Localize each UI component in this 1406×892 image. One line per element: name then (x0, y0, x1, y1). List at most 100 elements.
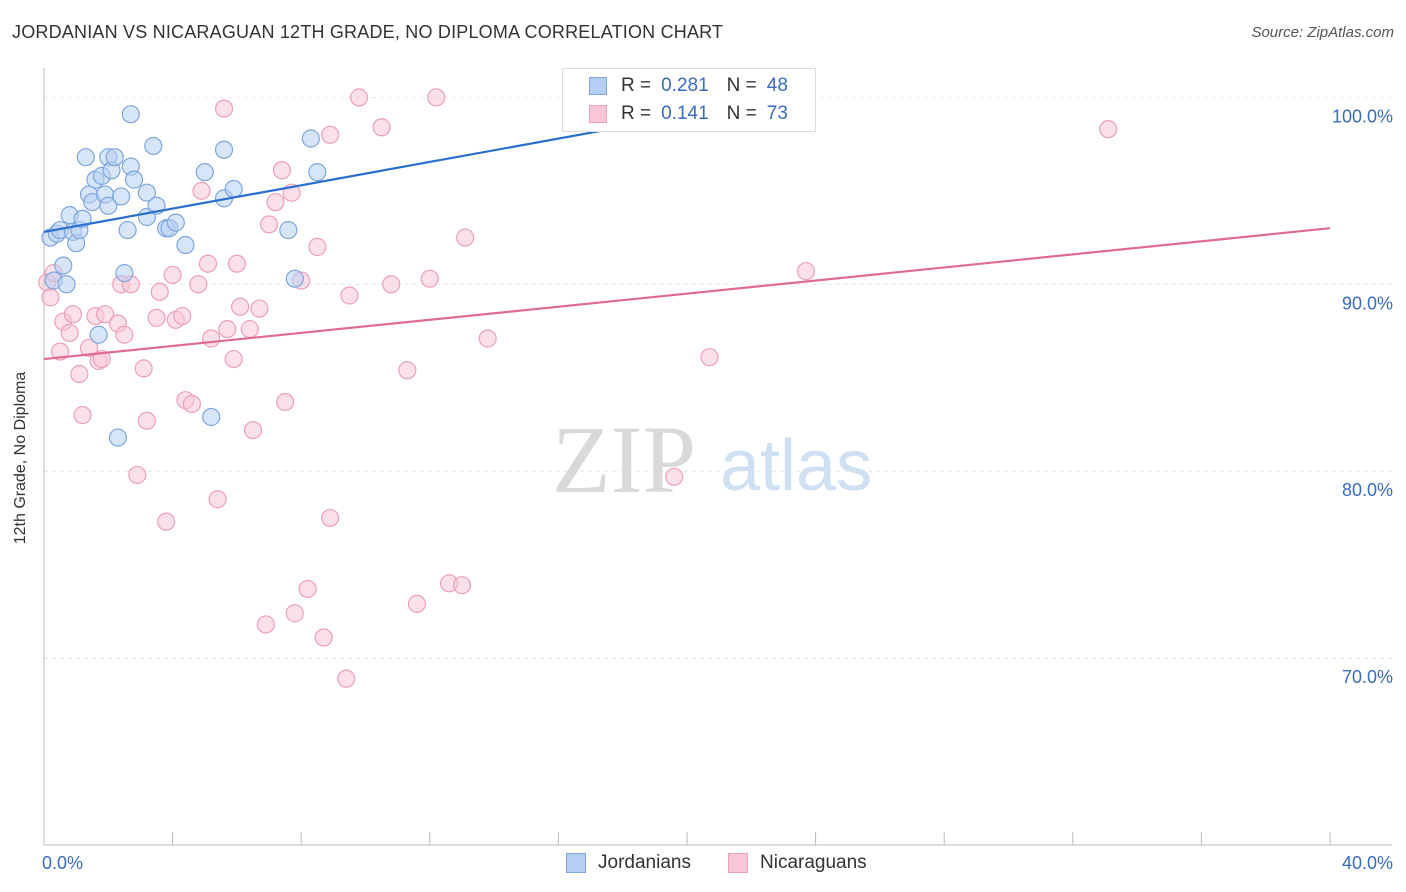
nicaraguan-point (50, 342, 70, 361)
chart-title: JORDANIAN VS NICARAGUAN 12TH GRADE, NO D… (12, 22, 724, 42)
nicaraguan-point (272, 161, 292, 180)
n-value: 48 (766, 75, 788, 96)
y-tick-label: 90.0% (1342, 293, 1393, 313)
nicaraguan-point (202, 329, 221, 348)
nicaraguan-point (1099, 120, 1118, 139)
jordanian-point (166, 213, 185, 232)
tick-labels: 70.0% 80.0% 90.0% 100.0% 0.0% 40.0% (42, 106, 1393, 873)
nicaraguan-point (256, 615, 275, 634)
nicaraguan-point (700, 348, 719, 367)
nicaraguan-point (134, 359, 153, 378)
watermark: ZIP atlas (552, 406, 872, 513)
jordanian-point (105, 148, 124, 167)
jordanian-point (54, 256, 73, 275)
n-label: N = (726, 103, 757, 124)
jordanian-point (202, 407, 221, 427)
nicaraguans-trend-line (43, 227, 1331, 361)
jordanian-point (57, 275, 76, 294)
jordanians-trend-line (43, 111, 704, 234)
jordanians-legend-swatch (566, 853, 586, 873)
nicaraguan-point (259, 215, 279, 234)
nicaraguan-point (208, 490, 227, 509)
nicaraguan-point (796, 262, 816, 281)
y-tick-label: 100.0% (1332, 106, 1393, 126)
nicaraguan-point (321, 125, 340, 144)
n-value: 73 (766, 103, 788, 124)
r-value: 0.281 (661, 75, 709, 96)
nicaraguan-point (163, 265, 182, 285)
nicaraguan-point (41, 288, 60, 307)
nicaraguans-swatch (589, 105, 607, 123)
nicaraguan-point (79, 338, 99, 357)
correlation-legend: R = 0.281 N = 48 R = 0.141 N = 73 (562, 68, 816, 132)
nicaraguan-point (240, 320, 259, 339)
jordanian-point (89, 325, 108, 344)
jordanians-legend-label: Jordanians (598, 852, 691, 873)
jordanians-points (41, 88, 677, 447)
jordanian-point (115, 263, 134, 283)
nicaraguan-point (407, 594, 427, 613)
nicaraguan-point (243, 420, 263, 440)
nicaraguan-point (420, 269, 439, 288)
jordanian-point (279, 220, 298, 240)
y-tick-label: 80.0% (1342, 480, 1393, 500)
nicaraguan-point (218, 320, 237, 339)
jordanian-point (224, 179, 243, 199)
x-tick-label: 0.0% (42, 853, 83, 873)
nicaraguan-point (115, 325, 134, 344)
watermark-zip: ZIP (552, 406, 696, 513)
nicaraguan-point (63, 305, 83, 324)
jordanian-point (121, 105, 140, 124)
x-tick-label: 40.0% (1342, 853, 1393, 873)
nicaraguan-point (147, 308, 166, 328)
nicaraguan-point (128, 465, 147, 485)
nicaraguan-point (321, 508, 340, 528)
watermark-atlas: atlas (720, 426, 872, 506)
nicaraguan-point (314, 628, 333, 647)
legend-row-jordanians: R = 0.281 N = 48 (589, 74, 788, 98)
jordanian-point (176, 235, 195, 255)
nicaraguan-point (456, 228, 475, 247)
gridlines (44, 96, 1392, 659)
legend-row-nicaraguans: R = 0.141 N = 73 (589, 102, 788, 126)
nicaraguan-point (150, 282, 169, 301)
nicaraguans-legend-label: Nicaraguans (760, 852, 867, 873)
nicaraguan-point (665, 467, 684, 486)
nicaraguan-point (189, 275, 208, 294)
nicaraguans-legend-swatch (728, 853, 748, 873)
nicaraguan-point (137, 411, 156, 430)
nicaraguan-point (231, 297, 250, 316)
nicaraguan-point (60, 323, 79, 342)
nicaraguan-point (95, 305, 115, 324)
legend-item-jordanians[interactable]: Jordanians (566, 852, 691, 874)
legend-item-nicaraguans[interactable]: Nicaraguans (728, 852, 867, 874)
jordanian-point (144, 136, 163, 156)
jordanian-point (214, 140, 234, 159)
nicaraguan-point (398, 361, 417, 380)
jordanian-point (308, 163, 327, 182)
nicaraguan-point (182, 394, 201, 414)
jordanian-point (112, 187, 131, 206)
source-label: Source: ZipAtlas.com (1251, 24, 1394, 41)
nicaraguan-point (337, 669, 356, 688)
jordanian-point (285, 269, 304, 288)
nicaraguan-point (227, 254, 246, 273)
trend-lines (43, 111, 1331, 361)
nicaraguan-point (452, 576, 472, 595)
jordanian-point (195, 163, 214, 182)
nicaraguan-point (70, 364, 89, 384)
y-tick-label: 70.0% (1342, 667, 1393, 687)
nicaraguan-point (198, 254, 218, 273)
jordanian-point (118, 220, 137, 240)
nicaraguan-point (73, 406, 92, 425)
r-label: R = (621, 75, 652, 96)
jordanian-point (76, 148, 95, 167)
nicaraguan-point (92, 349, 111, 369)
nicaraguan-point (192, 181, 211, 200)
jordanian-point (99, 196, 118, 215)
nicaraguan-point (382, 275, 401, 294)
nicaraguan-point (349, 88, 369, 107)
nicaraguan-point (285, 604, 304, 623)
r-value: 0.141 (661, 103, 709, 124)
